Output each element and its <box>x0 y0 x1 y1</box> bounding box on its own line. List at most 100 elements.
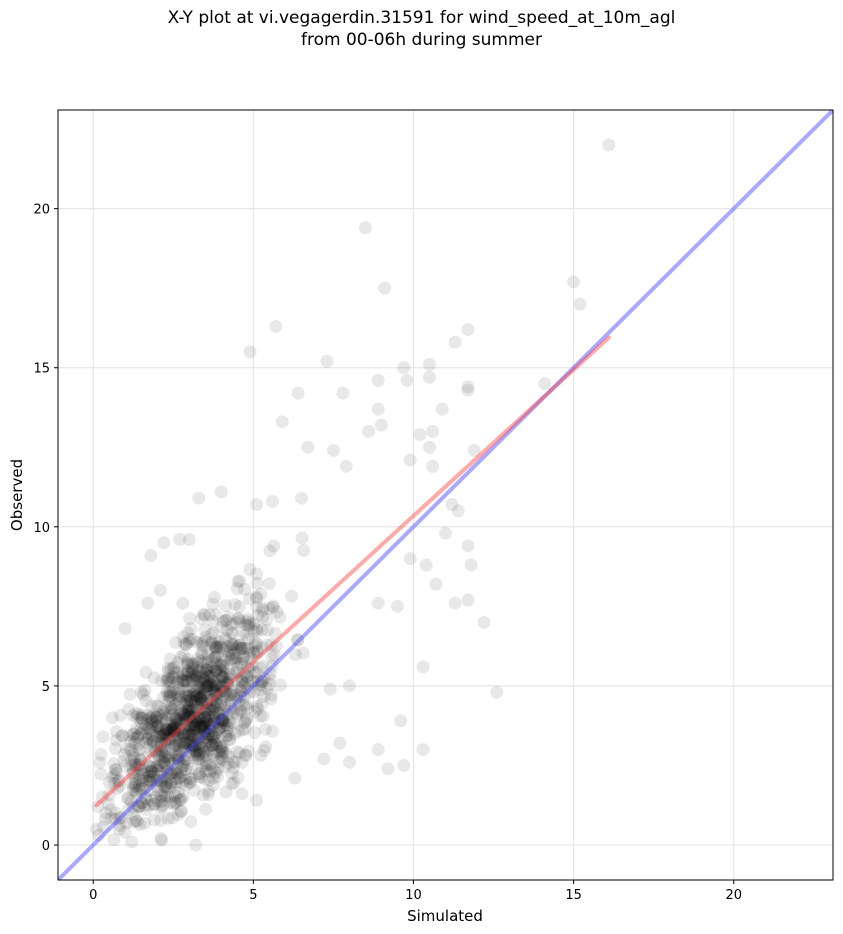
data-point <box>217 714 231 728</box>
data-point <box>142 721 156 735</box>
data-point <box>264 692 278 706</box>
data-point <box>285 589 299 603</box>
x-tick-label: 15 <box>565 888 582 903</box>
data-point <box>186 664 200 678</box>
data-point <box>216 708 230 722</box>
data-point <box>230 582 244 596</box>
data-point <box>156 730 170 744</box>
data-point <box>378 281 392 295</box>
data-point <box>181 702 195 716</box>
data-point <box>151 699 165 713</box>
data-point <box>158 779 172 793</box>
data-point <box>181 658 195 672</box>
data-point <box>133 817 147 831</box>
data-point <box>219 685 233 699</box>
data-point <box>203 723 217 737</box>
data-point <box>148 745 162 759</box>
data-point <box>170 748 184 762</box>
data-point <box>185 703 199 717</box>
data-point <box>135 711 149 725</box>
data-point <box>157 750 171 764</box>
data-point <box>211 648 225 662</box>
data-point <box>234 642 248 656</box>
data-point <box>196 720 210 734</box>
data-point <box>193 719 207 733</box>
data-point <box>269 319 283 333</box>
data-point <box>189 703 203 717</box>
data-point <box>189 738 203 752</box>
data-point <box>189 722 203 736</box>
data-point <box>208 734 222 748</box>
data-point <box>169 775 183 789</box>
data-point <box>362 424 376 438</box>
data-point <box>236 652 250 666</box>
data-point <box>202 675 216 689</box>
data-point <box>250 665 264 679</box>
data-point <box>146 773 160 787</box>
data-point <box>164 701 178 715</box>
data-point <box>95 790 109 804</box>
data-point <box>142 711 156 725</box>
data-point <box>172 743 186 757</box>
data-point <box>128 732 142 746</box>
data-point <box>223 716 237 730</box>
data-point <box>159 728 173 742</box>
data-point <box>155 798 169 812</box>
data-point <box>197 607 211 621</box>
data-point <box>177 737 191 751</box>
data-point <box>133 742 147 756</box>
data-point <box>260 613 274 627</box>
data-point <box>173 533 187 547</box>
data-point <box>162 753 176 767</box>
data-point <box>171 686 185 700</box>
data-point <box>174 804 188 818</box>
data-point <box>179 704 193 718</box>
data-point <box>94 767 108 781</box>
data-point <box>184 728 198 742</box>
data-point <box>400 373 414 387</box>
data-point <box>215 747 229 761</box>
data-point <box>132 800 146 814</box>
data-point <box>220 725 234 739</box>
data-point <box>158 715 172 729</box>
data-point <box>223 732 237 746</box>
data-point <box>206 693 220 707</box>
grid-lines <box>58 110 833 880</box>
data-point <box>165 723 179 737</box>
data-point <box>172 671 186 685</box>
data-point <box>196 747 210 761</box>
data-point <box>219 599 233 613</box>
data-point <box>234 681 248 695</box>
data-point <box>230 706 244 720</box>
data-point <box>197 608 211 622</box>
data-point <box>207 771 221 785</box>
data-point <box>157 770 171 784</box>
data-point <box>214 712 228 726</box>
data-point <box>193 711 207 725</box>
data-point <box>125 835 139 849</box>
data-point <box>239 748 253 762</box>
data-point <box>176 707 190 721</box>
data-point <box>195 720 209 734</box>
plot-frame <box>57 109 834 881</box>
data-point <box>263 672 277 686</box>
data-point <box>214 740 228 754</box>
data-point <box>127 808 141 822</box>
data-point <box>171 676 185 690</box>
data-point <box>144 715 158 729</box>
data-point <box>207 700 221 714</box>
data-point <box>222 756 236 770</box>
data-point <box>176 648 190 662</box>
data-point <box>197 716 211 730</box>
data-point <box>233 746 247 760</box>
data-point <box>186 714 200 728</box>
data-point <box>147 671 161 685</box>
data-point <box>260 681 274 695</box>
data-point <box>140 726 154 740</box>
data-point <box>180 759 194 773</box>
data-point <box>216 642 230 656</box>
data-point <box>223 643 237 657</box>
data-point <box>250 624 264 638</box>
data-point <box>218 686 232 700</box>
data-point <box>181 665 195 679</box>
